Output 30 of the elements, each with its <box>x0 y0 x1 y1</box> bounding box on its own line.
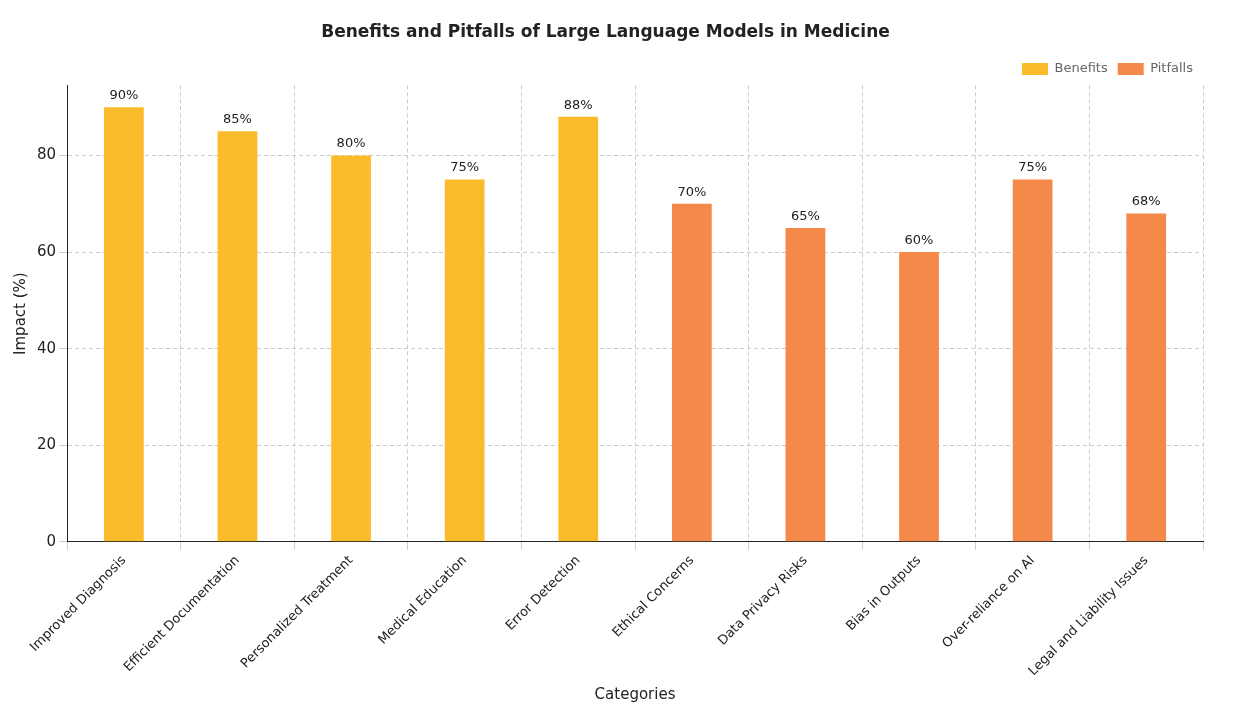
y-tick-label: 20 <box>36 435 57 454</box>
data-label: 88% <box>563 96 593 112</box>
y-tick-label: 60 <box>36 241 57 260</box>
legend-label: Pitfalls <box>1150 60 1194 76</box>
bar <box>671 203 712 542</box>
y-tick-label: 80 <box>36 145 57 164</box>
data-label: 60% <box>904 231 934 247</box>
bar <box>1126 213 1167 542</box>
data-label: 80% <box>336 135 366 151</box>
y-tick-label: 0 <box>46 531 57 550</box>
data-label: 70% <box>677 183 707 199</box>
bar <box>444 179 485 542</box>
y-axis-title: Impact (%) <box>10 272 29 355</box>
data-label: 75% <box>1018 159 1048 175</box>
chart-title: Benefits and Pitfalls of Large Language Models in Medicine <box>321 20 890 41</box>
bar <box>785 227 826 542</box>
data-label: 90% <box>109 87 139 103</box>
x-axis-title: Categories <box>594 684 676 703</box>
bar <box>899 252 939 542</box>
data-label: 65% <box>790 207 820 223</box>
bar <box>1012 179 1053 542</box>
y-tick-label: 40 <box>36 338 57 357</box>
data-label: 75% <box>450 159 480 175</box>
legend-label: Benefits <box>1054 60 1108 76</box>
bar <box>217 131 258 542</box>
data-label: 85% <box>223 111 252 127</box>
bar <box>331 155 371 542</box>
bar <box>558 116 599 542</box>
data-label: 68% <box>1131 193 1161 209</box>
bar <box>104 107 144 542</box>
